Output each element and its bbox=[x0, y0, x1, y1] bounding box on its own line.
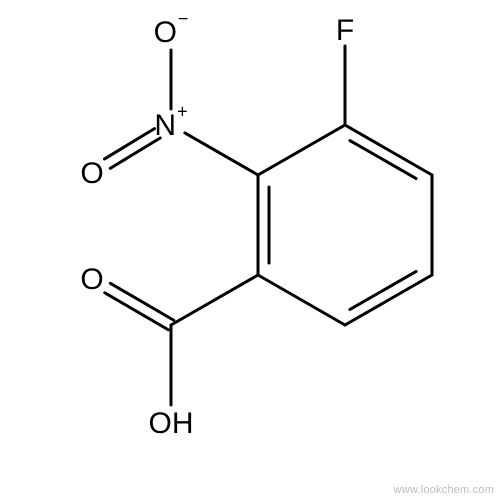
molecule-diagram: OOHN+OO−F bbox=[0, 0, 500, 500]
atom-label-Ocarb_oh: OH bbox=[149, 407, 194, 440]
atom-label-F: F bbox=[336, 14, 354, 47]
atom-label-O_nitro_neg: O− bbox=[154, 9, 189, 49]
atom-label-Ocarb_dbl: O bbox=[80, 263, 103, 296]
watermark-text: www.lookchem.com bbox=[394, 484, 494, 496]
atom-label-O_nitro_dbl: O bbox=[80, 157, 103, 190]
